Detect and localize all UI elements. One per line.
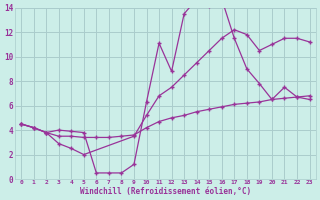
X-axis label: Windchill (Refroidissement éolien,°C): Windchill (Refroidissement éolien,°C) <box>80 187 251 196</box>
